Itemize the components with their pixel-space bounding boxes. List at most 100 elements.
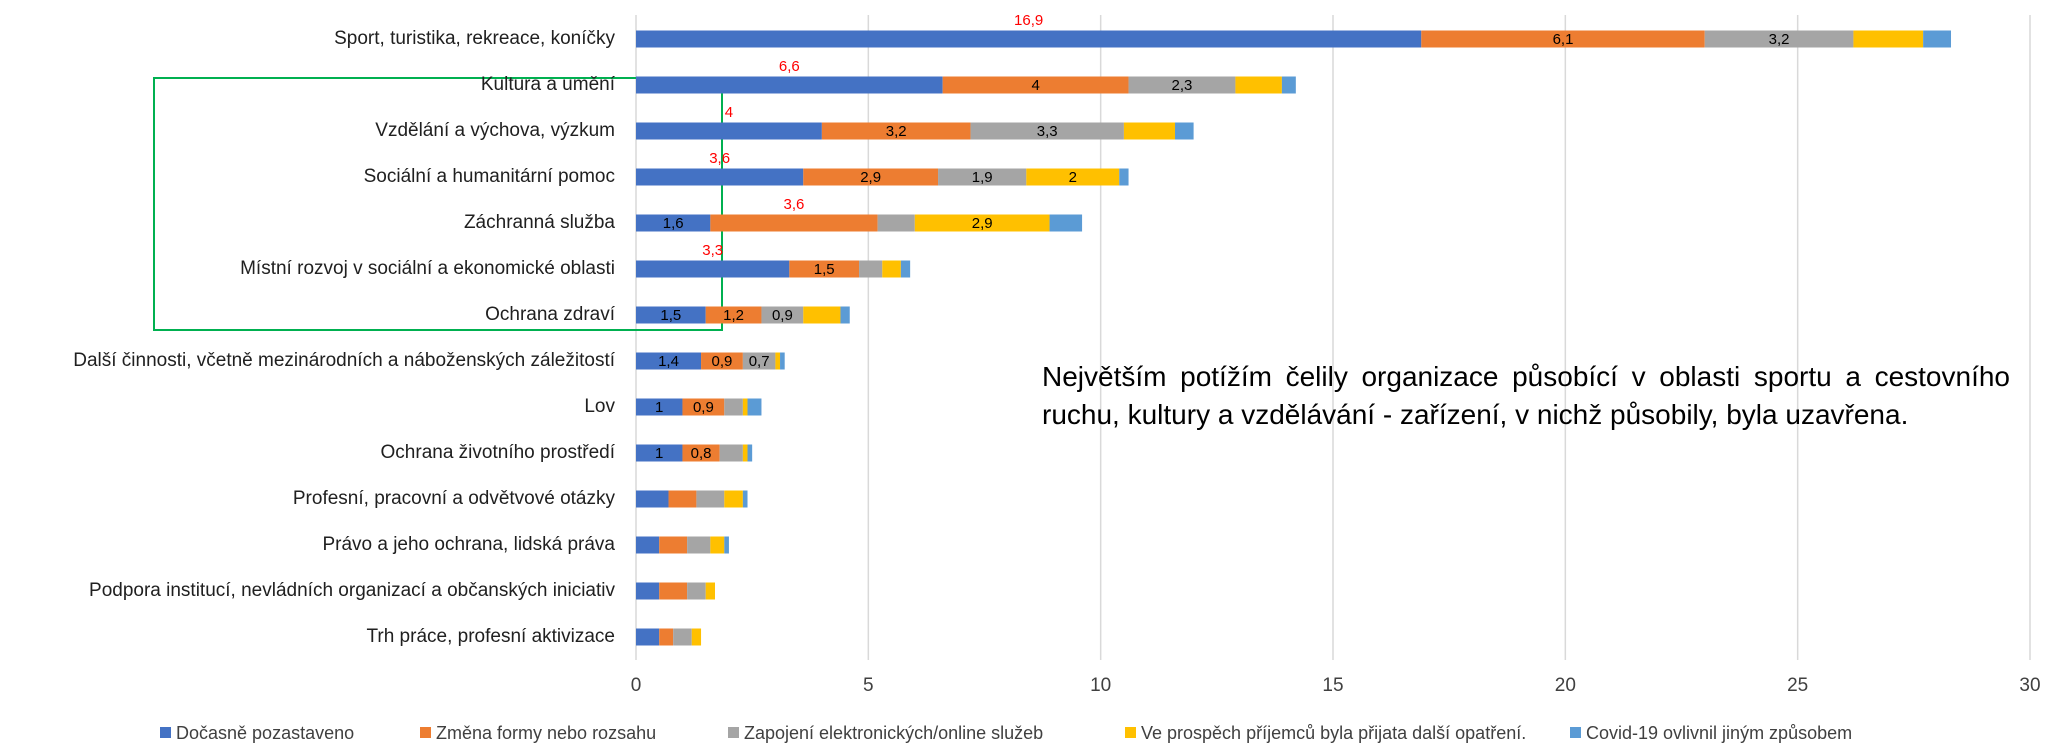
data-label: 3,6 <box>709 150 730 167</box>
bar-segment <box>668 490 697 508</box>
data-label: 2,3 <box>1172 77 1193 94</box>
bar-segment <box>636 582 660 600</box>
bar-segment <box>900 260 911 278</box>
data-label: 0,9 <box>693 399 714 416</box>
bar-segment <box>636 490 669 508</box>
data-label: 3,3 <box>1037 123 1058 140</box>
bar-segment <box>942 76 1129 94</box>
bar-segment <box>859 260 883 278</box>
bar-segment <box>673 628 692 646</box>
bar-segment <box>742 490 748 508</box>
bar-segment <box>636 444 683 462</box>
y-tick-label: Profesní, pracovní a odvětvové otázky <box>293 488 616 509</box>
bar-segment <box>687 536 711 554</box>
bar-segment <box>724 398 743 416</box>
data-label: 3,2 <box>1769 31 1790 48</box>
bar-segment <box>877 214 915 232</box>
data-label: 4 <box>1031 77 1039 94</box>
bar-segment <box>747 444 753 462</box>
y-tick-label: Ochrana zdraví <box>485 304 616 325</box>
bar-segment <box>701 352 743 370</box>
bar-segment <box>659 628 674 646</box>
highlight-box <box>153 77 723 331</box>
data-label: 2 <box>1069 169 1077 186</box>
x-tick-label: 10 <box>1090 675 1111 696</box>
data-label: 2,9 <box>972 215 993 232</box>
x-tick-label: 20 <box>1555 675 1576 696</box>
bar-segment <box>710 536 725 554</box>
legend-swatch <box>420 727 431 738</box>
bar-segment <box>742 352 776 370</box>
bar-segment <box>636 168 804 186</box>
bar-segment <box>724 536 729 554</box>
bar-segment <box>1128 76 1236 94</box>
data-label: 2,9 <box>860 169 881 186</box>
bar-segment <box>914 214 1050 232</box>
data-label: 16,9 <box>1014 12 1043 29</box>
bar-segment <box>659 536 688 554</box>
bar-segment <box>659 582 688 600</box>
bar-segment <box>719 444 743 462</box>
data-label: 1,2 <box>723 307 744 324</box>
grid <box>635 15 2031 660</box>
bar-segment <box>938 168 1027 186</box>
data-label: 3,6 <box>784 196 805 213</box>
data-label: 0,9 <box>712 353 733 370</box>
bar-segment <box>636 76 943 94</box>
x-tick-label: 25 <box>1787 675 1808 696</box>
bar-segment <box>636 30 1422 48</box>
legend-swatch <box>160 727 171 738</box>
bar-segment <box>803 168 939 186</box>
y-tick-label: Vzdělání a výchova, výzkum <box>375 120 615 141</box>
bar-segment <box>742 398 748 416</box>
bar-segment <box>696 490 725 508</box>
legend-label: Covid-19 ovlivnil jiným způsobem <box>1586 723 1852 743</box>
bar-segment <box>636 398 683 416</box>
data-label: 1,5 <box>814 261 835 278</box>
legend-label: Ve prospěch příjemců byla přijata další … <box>1141 723 1526 743</box>
bar-segment <box>636 536 660 554</box>
bar-segment <box>1123 122 1176 140</box>
y-tick-label: Podpora institucí, nevládních organizací… <box>89 580 615 601</box>
data-label: 6,1 <box>1553 31 1574 48</box>
data-label: 0,9 <box>772 307 793 324</box>
bar-segment <box>636 352 702 370</box>
bar-segment <box>970 122 1124 140</box>
y-tick-label: Záchranná služba <box>464 212 615 233</box>
y-tick-label: Sport, turistika, rekreace, koníčky <box>334 28 615 49</box>
legend-label: Změna formy nebo rozsahu <box>436 723 656 743</box>
bar-segment <box>710 214 878 232</box>
bar-segment <box>1235 76 1282 94</box>
x-tick-label: 30 <box>2019 675 2040 696</box>
bar-segment <box>840 306 850 324</box>
y-tick-label: Trh práce, profesní aktivizace <box>366 626 615 647</box>
y-tick-label: Lov <box>584 396 615 417</box>
bar-segment <box>761 306 804 324</box>
bar-segment <box>821 122 971 140</box>
x-tick-label: 5 <box>863 675 874 696</box>
x-tick-label: 15 <box>1322 675 1343 696</box>
data-label: 1,5 <box>660 307 681 324</box>
bar-segment <box>882 260 901 278</box>
bar-segment <box>724 490 743 508</box>
y-tick-label: Místní rozvoj v sociální a ekonomické ob… <box>240 258 615 279</box>
data-label: 3,2 <box>886 123 907 140</box>
y-tick-label: Kultura a umění <box>481 74 616 95</box>
y-tick-label: Sociální a humanitární pomoc <box>364 166 615 187</box>
y-tick-label: Další činnosti, včetně mezinárodních a n… <box>73 350 615 371</box>
legend-label: Dočasně pozastaveno <box>176 723 354 743</box>
bar-segment <box>636 306 706 324</box>
bar-segment <box>682 444 720 462</box>
bar-segment <box>691 628 702 646</box>
bar-segment <box>705 582 715 600</box>
legend-swatch <box>1125 727 1136 738</box>
legend-swatch <box>1570 727 1581 738</box>
bar-segment <box>742 444 748 462</box>
bar-segment <box>636 260 790 278</box>
bar-segment <box>1853 30 1924 48</box>
data-label: 4 <box>725 104 733 121</box>
y-tick-label: Ochrana životního prostředí <box>381 442 616 463</box>
x-tick-label: 0 <box>631 675 642 696</box>
bar-segment <box>1049 214 1083 232</box>
